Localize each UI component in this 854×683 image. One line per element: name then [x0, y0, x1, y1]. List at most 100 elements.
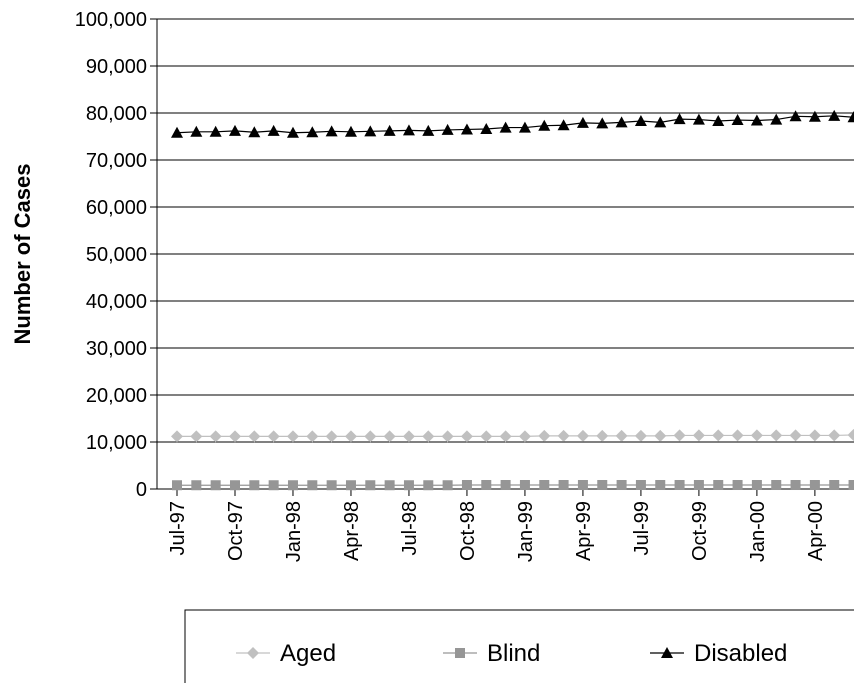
data-point — [403, 480, 414, 491]
data-point — [461, 480, 472, 491]
data-point — [712, 114, 725, 126]
data-point — [306, 126, 319, 138]
data-point — [423, 480, 434, 491]
data-point — [364, 430, 377, 443]
data-point — [519, 480, 530, 491]
data-point — [750, 114, 763, 126]
data-point — [344, 125, 357, 137]
legend-label: Disabled — [694, 640, 787, 667]
data-point — [731, 429, 744, 442]
data-point — [634, 429, 647, 442]
x-tick-label: Oct-97 — [225, 501, 247, 561]
data-point — [732, 480, 743, 491]
data-point — [808, 429, 821, 442]
data-point — [538, 429, 551, 442]
data-point — [654, 116, 667, 128]
data-point — [790, 480, 801, 491]
data-point — [828, 429, 841, 442]
data-point — [422, 430, 435, 443]
data-point — [191, 480, 202, 491]
data-point — [673, 113, 686, 125]
data-point — [460, 123, 473, 135]
data-point — [422, 124, 435, 136]
x-tick-label: Jul-99 — [631, 501, 653, 555]
data-point — [210, 480, 221, 491]
y-tick-label: 0 — [136, 479, 147, 501]
data-point — [789, 429, 802, 442]
x-tick-label: Oct-99 — [689, 501, 711, 561]
data-point — [539, 480, 550, 491]
data-point — [268, 480, 279, 491]
data-point — [325, 430, 338, 443]
x-tick-label: Apr-00 — [805, 501, 827, 561]
data-point — [344, 430, 357, 443]
data-point — [634, 114, 647, 126]
data-point — [441, 123, 454, 135]
data-point — [596, 429, 609, 442]
data-point — [558, 480, 569, 491]
y-tick-label: 30,000 — [86, 338, 147, 360]
data-point — [829, 480, 840, 491]
legend-marker — [661, 647, 673, 658]
data-point — [190, 125, 203, 137]
data-point — [171, 430, 183, 443]
data-point — [771, 480, 782, 491]
data-point — [847, 111, 854, 123]
data-point — [557, 429, 570, 442]
data-point — [209, 125, 222, 137]
data-point — [712, 429, 725, 442]
data-point — [441, 430, 454, 443]
data-point — [442, 480, 453, 491]
data-point — [770, 429, 783, 442]
data-point — [713, 480, 724, 491]
data-point — [538, 119, 551, 131]
data-point — [402, 430, 415, 443]
data-point — [577, 480, 588, 491]
data-point — [286, 430, 299, 443]
data-point — [808, 110, 821, 122]
y-axis-title: Number of Cases — [10, 164, 35, 345]
data-point — [750, 429, 763, 442]
data-point — [384, 480, 395, 491]
data-point — [365, 480, 376, 491]
x-tick-label: Jan-00 — [747, 501, 769, 562]
data-point — [460, 430, 473, 443]
data-point — [172, 480, 182, 491]
data-point — [402, 124, 415, 136]
data-point — [692, 113, 705, 125]
data-point — [383, 124, 396, 136]
data-point — [731, 114, 744, 126]
data-point — [770, 113, 783, 125]
legend-box — [184, 609, 854, 683]
data-point — [500, 480, 511, 491]
data-point — [518, 430, 531, 443]
data-point — [499, 430, 512, 443]
data-point — [635, 480, 646, 491]
data-point — [229, 480, 240, 491]
data-point — [383, 430, 396, 443]
data-point — [480, 122, 493, 134]
data-point — [499, 121, 512, 133]
x-tick-label: Apr-98 — [341, 501, 363, 561]
data-point — [596, 117, 609, 129]
x-tick-label: Oct-98 — [457, 501, 479, 561]
data-point — [345, 480, 356, 491]
data-point — [248, 126, 261, 138]
data-point — [287, 480, 298, 491]
legend-marker — [247, 647, 259, 659]
data-point — [789, 110, 802, 122]
data-point — [692, 429, 705, 442]
x-tick-label: Jul-98 — [399, 501, 421, 555]
data-point — [673, 429, 686, 442]
y-tick-label: 80,000 — [86, 103, 147, 125]
y-tick-label: 70,000 — [86, 150, 147, 172]
data-point — [693, 480, 704, 491]
legend-marker — [455, 648, 465, 658]
data-point — [267, 430, 280, 443]
data-point — [286, 126, 299, 138]
x-tick-label: Jan-99 — [515, 501, 537, 562]
data-point — [654, 429, 667, 442]
data-point — [171, 126, 183, 138]
legend-label: Aged — [280, 640, 336, 667]
data-point — [576, 429, 589, 442]
